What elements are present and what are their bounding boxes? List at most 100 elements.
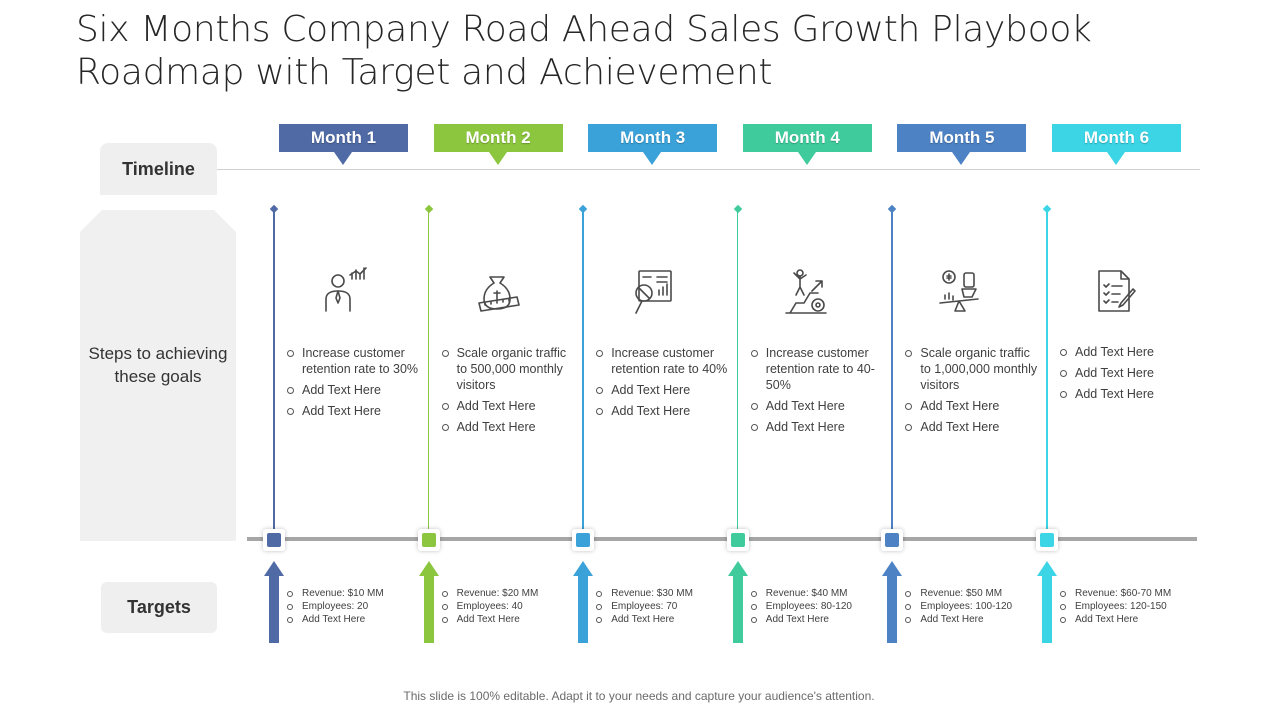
month-4-label: Month 4: [774, 128, 840, 147]
month-4-targets: Revenue: $40 MM Employees: 80-120 Add Text…: [748, 587, 888, 626]
target-item: Employees: 40: [439, 600, 579, 613]
target-item: Employees: 100-120: [902, 600, 1042, 613]
month-1-node-fill: [267, 533, 281, 547]
month-3-targets: Revenue: $30 MM Employees: 70 Add Text Her…: [593, 587, 733, 626]
month-2-target-arrow: [418, 561, 439, 643]
month-2-connector: [427, 211, 430, 537]
step-item: Add Text Here: [902, 419, 1042, 435]
step-item: Increase customer retention rate to 40-5…: [748, 345, 888, 393]
month-5-pointer: [952, 152, 971, 165]
month-5-node: [881, 529, 904, 551]
slide-title: Six Months Company Road Ahead Sales Grow…: [76, 9, 1092, 93]
success-stairs-gear-icon: [782, 266, 832, 318]
month-2-diamond: [424, 204, 433, 214]
step-item: Add Text Here: [439, 419, 579, 435]
month-6-pointer: [1107, 152, 1125, 165]
month-6-diamond: [1042, 204, 1052, 214]
month-5-steps: Scale organic traffic to 1,000,000 month…: [902, 345, 1042, 440]
month-2-label: Month 2: [465, 128, 531, 147]
step-item: Increase customer retention rate to 30%: [284, 345, 424, 377]
month-3-diamond: [578, 204, 588, 214]
month-3-label: Month 3: [620, 128, 686, 147]
month-2-node: [417, 529, 440, 551]
month-3-connector: [582, 211, 584, 537]
step-item: Add Text Here: [284, 382, 424, 398]
month-3-node-fill: [576, 533, 591, 547]
month-1-targets: Revenue: $10 MM Employees: 20 Add Text Her…: [284, 587, 424, 626]
step-item: Add Text Here: [1057, 344, 1197, 360]
target-item: Employees: 70: [593, 600, 733, 613]
timeline-rule: [217, 169, 1200, 170]
checklist-document-pen-icon: [1091, 266, 1141, 318]
month-2-arrow-head: [418, 561, 439, 576]
step-item: Add Text Here: [1057, 365, 1197, 381]
month-1-arrow-shaft: [269, 575, 279, 643]
target-item: Revenue: $60-70 MM: [1057, 587, 1197, 600]
month-3-header: Month 3: [588, 124, 718, 165]
month-3-arrow-head: [573, 561, 594, 576]
month-4-pointer: [797, 152, 816, 165]
month-6-steps: Add Text Here Add Text Here Add Text Here: [1057, 344, 1197, 407]
month-2-header: Month 2: [433, 124, 563, 165]
month-6-connector: [1046, 211, 1048, 537]
analytics-board-magnifier-icon: [627, 266, 677, 318]
targets-label: Targets: [101, 582, 217, 633]
step-item: Add Text Here: [593, 382, 733, 398]
steps-label: Steps to achieving these goals: [88, 344, 228, 386]
target-item: Revenue: $50 MM: [902, 587, 1042, 600]
month-6-arrow-head: [1037, 561, 1057, 576]
month-5-target-arrow: [882, 561, 903, 643]
month-6-targets: Revenue: $60-70 MM Employees: 120-150 Add …: [1057, 587, 1197, 626]
step-item: Add Text Here: [439, 398, 579, 414]
month-1-diamond: [269, 204, 279, 214]
money-bag-scale-icon: [473, 266, 523, 318]
target-item: Employees: 20: [284, 600, 424, 613]
step-item: Scale organic traffic to 1,000,000 month…: [902, 345, 1042, 393]
month-6-arrow-shaft: [1042, 575, 1052, 643]
month-5-connector: [891, 211, 893, 537]
month-6-target-arrow: [1037, 561, 1057, 643]
target-item: Employees: 120-150: [1057, 600, 1197, 613]
month-2-node-fill: [421, 533, 436, 547]
step-item: Add Text Here: [902, 398, 1042, 414]
month-6-node: [1036, 529, 1058, 551]
month-5-label: Month 5: [929, 128, 995, 147]
step-item: Add Text Here: [748, 419, 888, 435]
step-item: Add Text Here: [593, 403, 733, 419]
month-4-connector: [736, 211, 739, 537]
step-item: Add Text Here: [284, 403, 424, 419]
month-4-diamond: [733, 204, 743, 214]
target-item: Revenue: $30 MM: [593, 587, 733, 600]
footer-note: This slide is 100% editable. Adapt it to…: [403, 689, 875, 703]
month-4-arrow-shaft: [732, 575, 743, 643]
month-3-target-arrow: [573, 561, 594, 643]
month-1-steps: Increase customer retention rate to 30% A…: [284, 345, 424, 424]
month-1-connector: [273, 211, 275, 537]
target-item: Add Text Here: [593, 613, 733, 626]
target-item: Add Text Here: [748, 613, 888, 626]
month-1-node: [263, 529, 285, 551]
month-3-steps: Increase customer retention rate to 40% A…: [593, 345, 733, 424]
businessman-growth-chart-icon: [318, 266, 368, 318]
month-5-diamond: [888, 204, 897, 214]
timeline-axis: [247, 537, 1197, 541]
month-3-arrow-shaft: [578, 575, 589, 643]
month-4-header: Month 4: [742, 124, 872, 165]
target-item: Add Text Here: [902, 613, 1042, 626]
month-3-pointer: [643, 152, 662, 165]
target-item: Add Text Here: [284, 613, 424, 626]
month-4-arrow-head: [727, 561, 748, 576]
target-item: Revenue: $20 MM: [439, 587, 579, 600]
month-6-header: Month 6: [1052, 124, 1181, 165]
target-item: Revenue: $10 MM: [284, 587, 424, 600]
month-2-targets: Revenue: $20 MM Employees: 40 Add Text Her…: [439, 587, 579, 626]
month-2-pointer: [488, 152, 507, 165]
step-item: Add Text Here: [1057, 386, 1197, 402]
month-1-target-arrow: [264, 561, 284, 643]
month-5-arrow-shaft: [887, 575, 898, 643]
step-item: Increase customer retention rate to 40%: [593, 345, 733, 377]
month-1-header: Month 1: [279, 124, 408, 165]
month-6-label: Month 6: [1083, 128, 1150, 147]
step-item: Add Text Here: [748, 398, 888, 414]
timeline-label: Timeline: [100, 143, 217, 195]
